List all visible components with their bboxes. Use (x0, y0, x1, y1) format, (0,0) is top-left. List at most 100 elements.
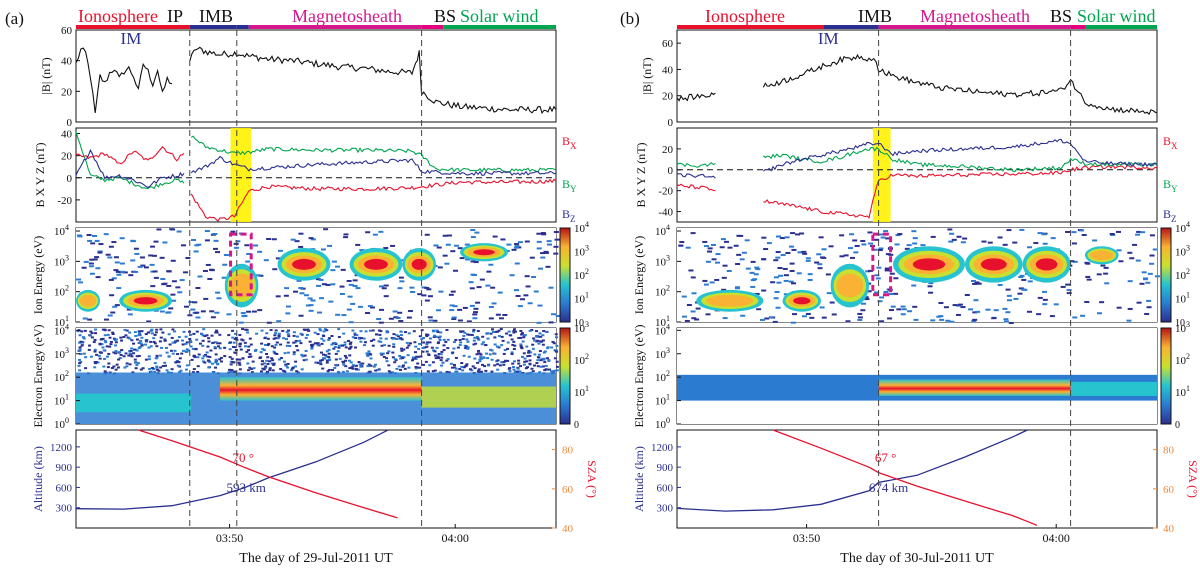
ion-speckle-b (744, 239, 750, 242)
electron-speckle-a (98, 357, 102, 360)
electron-speckle-a (319, 361, 323, 364)
electron-speckle-a (489, 348, 493, 351)
electron-speckle-a (227, 334, 231, 337)
electron-speckle-a (484, 369, 488, 372)
electron-speckle-a (134, 334, 138, 337)
electron-speckle-a (473, 367, 477, 370)
electron-band-sw-b (1070, 381, 1157, 396)
ion-speckle-a (127, 313, 133, 316)
electron-speckle-a (155, 328, 159, 331)
electron-speckle-a (181, 339, 185, 342)
ion-speckle-a (320, 248, 326, 251)
electron-speckle-a (546, 346, 550, 349)
electron-speckle-a (431, 370, 435, 373)
series-B-a (75, 46, 557, 115)
electron-speckle-a (214, 360, 218, 363)
ion-speckle-b (734, 287, 740, 290)
electron-speckle-a (555, 360, 559, 363)
ion-speckle-b (1017, 292, 1023, 295)
electron-speckle-a (488, 353, 492, 356)
electron-speckle-a (206, 359, 210, 362)
ion-speckle-b (821, 248, 827, 251)
ion-speckle-a (517, 305, 523, 308)
ion-speckle-a (378, 321, 384, 324)
ion-speckle-a (133, 270, 139, 273)
ion-speckle-b (1026, 310, 1032, 313)
electron-speckle-a (266, 356, 270, 359)
ion-speckle-b (912, 305, 918, 308)
electron-speckle-a (182, 349, 186, 352)
electron-speckle-a (262, 362, 266, 365)
ion-speckle-a (546, 243, 552, 246)
ion-speckle-a (235, 240, 241, 243)
electron-speckle-a (327, 352, 331, 355)
ion-speckle-b (1037, 232, 1043, 235)
ion-speckle-b (849, 256, 855, 259)
electron-speckle-a (229, 370, 233, 373)
electron-speckle-a (360, 337, 364, 340)
electron-speckle-a (271, 359, 275, 362)
electron-speckle-a (234, 351, 238, 354)
ion-speckle-a (529, 256, 535, 259)
ion-speckle-b (912, 242, 918, 245)
electron-speckle-a (298, 339, 302, 342)
electron-speckle-a (486, 337, 490, 340)
electron-speckle-a (232, 370, 236, 373)
electron-speckle-a (350, 366, 354, 369)
electron-speckle-a (274, 332, 278, 335)
electron-speckle-a (405, 341, 409, 344)
ion-speckle-b (1145, 281, 1151, 284)
electron-speckle-a (123, 328, 127, 331)
electron-speckle-a (167, 333, 171, 336)
ion-speckle-a (555, 314, 561, 317)
electron-speckle-a (412, 330, 416, 333)
electron-speckle-a (133, 331, 137, 334)
ion-speckle-a (445, 243, 451, 246)
ion-speckle-b (1072, 260, 1078, 263)
electron-speckle-a (325, 359, 329, 362)
legend-x-b: BX (1163, 134, 1178, 151)
electron-speckle-a (167, 355, 171, 358)
ion-speckle-b (753, 273, 759, 276)
ytick-label-sza-b: 40 (1163, 523, 1175, 535)
electron-speckle-a (420, 338, 424, 341)
ion-speckle-b (688, 269, 694, 272)
electron-speckle-a (316, 342, 320, 345)
ion-speckle-b (1019, 228, 1025, 231)
ion-speckle-a (87, 239, 93, 242)
electron-speckle-a (101, 328, 105, 331)
electron-speckle-a (500, 344, 504, 347)
colorbar-label-electron-b: 103 (1175, 320, 1190, 335)
ion-speckle-b (861, 302, 867, 305)
ion-speckle-a (109, 294, 115, 297)
ion-speckle-b (790, 232, 796, 235)
electron-speckle-a (458, 343, 462, 346)
electron-speckle-a (513, 344, 517, 347)
ion-speckle-b (952, 304, 958, 307)
electron-speckle-a (435, 346, 439, 349)
ion-speckle-b (829, 301, 835, 304)
ion-speckle-b (1053, 303, 1059, 306)
ion-speckle-a (395, 317, 401, 320)
legend-y-b: BY (1163, 177, 1178, 194)
electron-speckle-a (228, 356, 232, 359)
ion-speckle-b (1136, 230, 1142, 233)
electron-speckle-a (466, 340, 470, 343)
region-bar-a-0 (76, 25, 190, 29)
electron-speckle-a (214, 366, 218, 369)
electron-speckle-a (132, 348, 136, 351)
colorbar-label-ion-a: 101 (574, 291, 589, 306)
ion-speckle-b (976, 282, 982, 285)
ion-speckle-b (1002, 307, 1008, 310)
electron-speckle-a (364, 330, 368, 333)
ion-speckle-b (1041, 290, 1047, 293)
electron-speckle-a (536, 356, 540, 359)
electron-speckle-a (477, 338, 481, 341)
ion-speckle-b (782, 267, 788, 270)
ion-blob-core-b-5 (1035, 258, 1058, 271)
electron-speckle-a (466, 347, 470, 350)
region-solarwind-b: Solar wind (1077, 6, 1156, 26)
electron-speckle-a (241, 357, 245, 360)
electron-speckle-a (282, 337, 286, 340)
electron-speckle-a (210, 362, 214, 365)
